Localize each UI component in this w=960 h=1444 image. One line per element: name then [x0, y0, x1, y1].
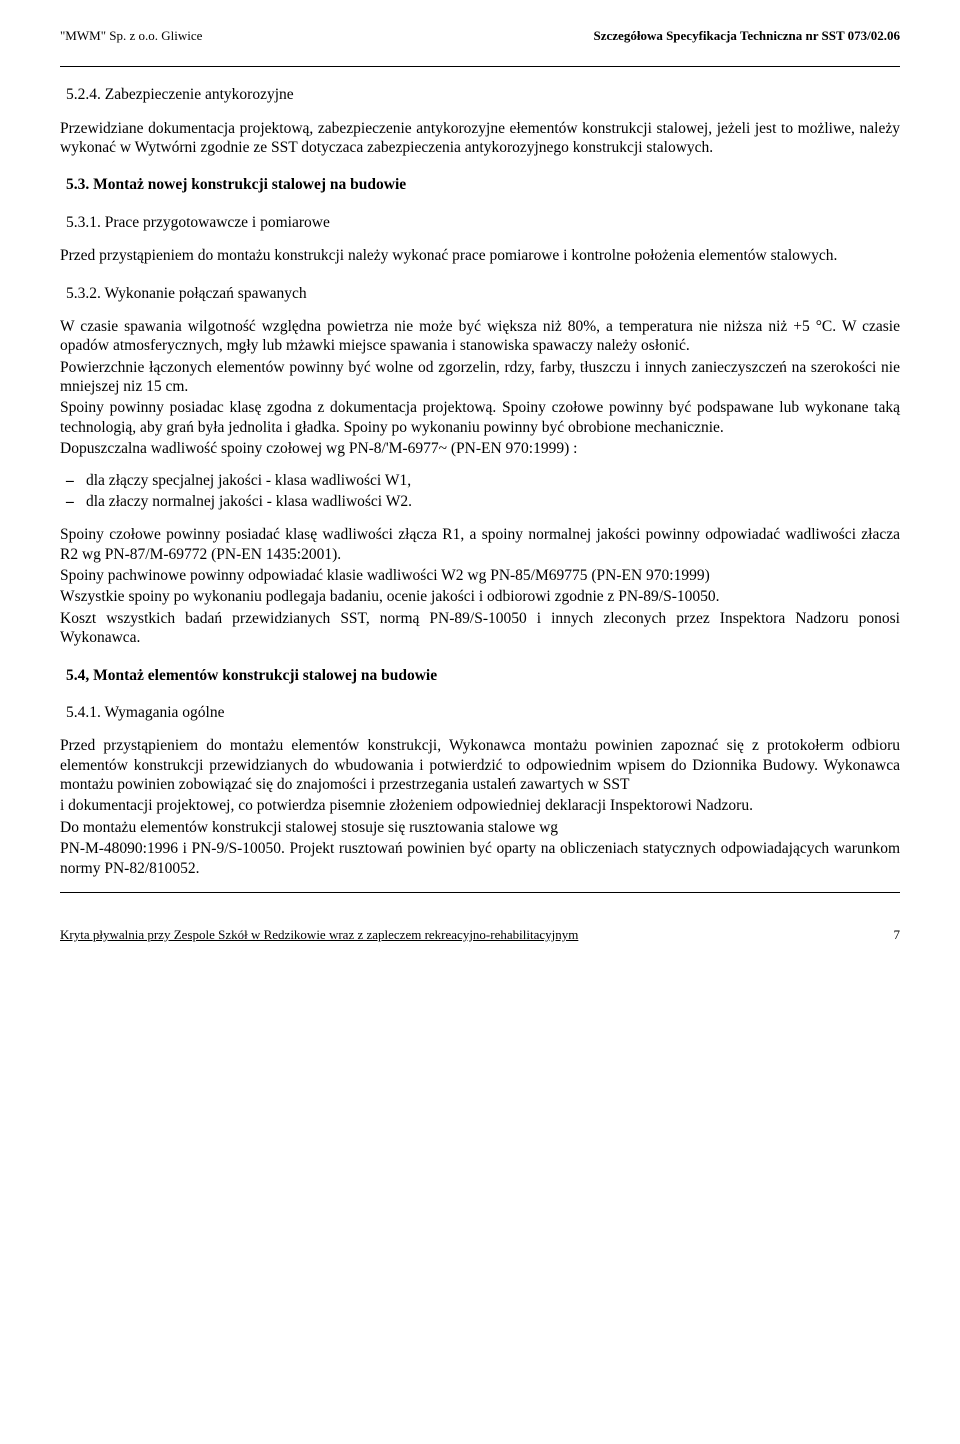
page-header: "MWM" Sp. z o.o. Gliwice Szczegółowa Spe… [60, 28, 900, 44]
paragraph: Dopuszczalna wadliwość spoiny czołowej w… [60, 439, 900, 458]
page-number: 7 [894, 927, 901, 943]
paragraph: Przed przystąpieniem do montażu konstruk… [60, 246, 900, 265]
dash-list: dla złączy specjalnej jakości - klasa wa… [60, 471, 900, 512]
footer-divider [60, 892, 900, 893]
heading-5-3-2: 5.3.2. Wykonanie połączań spawanych [66, 284, 900, 303]
paragraph: Spoiny pachwinowe powinny odpowiadać kla… [60, 566, 900, 585]
paragraph: Spoiny czołowe powinny posiadać klasę wa… [60, 525, 900, 564]
paragraph: PN-M-48090:1996 i PN-9/S-10050. Projekt … [60, 839, 900, 878]
paragraph: Powierzchnie łączonych elementów powinny… [60, 358, 900, 397]
heading-5-4-1: 5.4.1. Wymagania ogólne [66, 703, 900, 722]
paragraph: Przewidziane dokumentacja projektową, za… [60, 119, 900, 158]
footer-left: Kryta pływalnia przy Zespole Szkół w Red… [60, 927, 578, 943]
paragraph: Przed przystąpieniem do montażu elementó… [60, 736, 900, 794]
list-item: dla złączy specjalnej jakości - klasa wa… [60, 471, 900, 490]
paragraph: Do montażu elementów konstrukcji stalowe… [60, 818, 900, 837]
header-right: Szczegółowa Specyfikacja Techniczna nr S… [594, 28, 900, 44]
page-footer: Kryta pływalnia przy Zespole Szkół w Red… [60, 927, 900, 943]
paragraph: W czasie spawania wilgotność względna po… [60, 317, 900, 356]
paragraph: Spoiny powinny posiadac klasę zgodna z d… [60, 398, 900, 437]
header-left: "MWM" Sp. z o.o. Gliwice [60, 28, 202, 44]
header-divider [60, 66, 900, 67]
list-item: dla złaczy normalnej jakości - klasa wad… [60, 492, 900, 511]
heading-5-3-1: 5.3.1. Prace przygotowawcze i pomiarowe [66, 213, 900, 232]
paragraph: i dokumentacji projektowej, co potwierdz… [60, 796, 900, 815]
heading-5-4: 5.4, Montaż elementów konstrukcji stalow… [66, 666, 900, 685]
heading-5-3: 5.3. Montaż nowej konstrukcji stalowej n… [66, 175, 900, 194]
paragraph: Wszystkie spoiny po wykonaniu podlegaja … [60, 587, 900, 606]
paragraph: Koszt wszystkich badań przewidzianych SS… [60, 609, 900, 648]
heading-5-2-4: 5.2.4. Zabezpieczenie antykorozyjne [66, 85, 900, 104]
